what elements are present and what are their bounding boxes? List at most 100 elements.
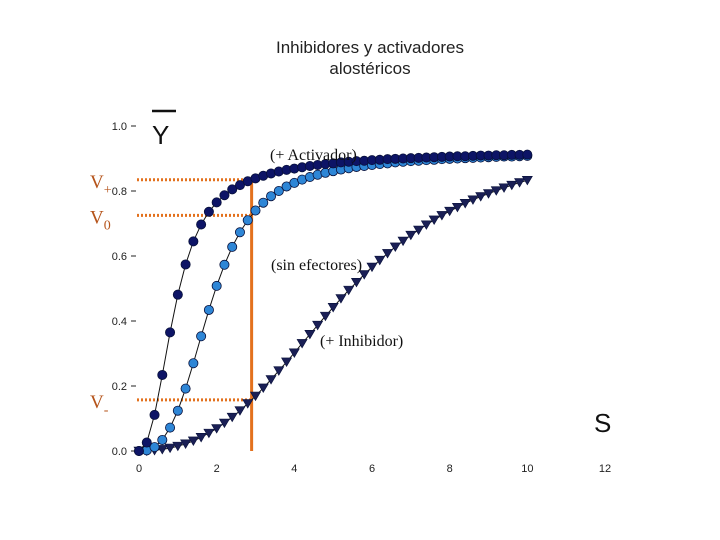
data-point — [234, 180, 245, 191]
data-point — [451, 202, 463, 213]
data-point — [180, 383, 191, 394]
reference-lines: V+ V0 V- — [90, 172, 254, 451]
x-axis-symbol: S — [594, 408, 611, 438]
data-point — [242, 215, 253, 226]
data-point — [234, 227, 245, 238]
data-point — [358, 270, 370, 280]
data-point — [475, 192, 487, 202]
data-point — [420, 220, 432, 230]
data-point — [350, 278, 362, 288]
y-axis-symbol: Y — [152, 120, 169, 150]
y-tick-label: 0.0 — [112, 446, 127, 458]
x-tick-label: 12 — [599, 463, 611, 475]
data-point — [203, 304, 214, 315]
data-point — [242, 399, 254, 409]
data-point — [149, 442, 160, 453]
data-point — [521, 175, 533, 186]
data-point — [165, 327, 176, 338]
annotation-no-effectors: (sin efectores) — [271, 257, 362, 274]
data-point — [180, 439, 192, 449]
data-point — [436, 211, 448, 221]
data-point — [312, 320, 324, 331]
chart-title-line-1: Inhibidores y activadores — [275, 38, 465, 57]
data-point — [413, 225, 425, 236]
series-activator — [133, 149, 533, 456]
series-marks — [133, 149, 533, 457]
data-point — [343, 285, 355, 296]
data-point — [196, 219, 207, 230]
data-point — [482, 189, 495, 199]
data-point — [266, 191, 277, 202]
data-point — [172, 405, 183, 416]
data-point — [157, 369, 168, 380]
data-point — [249, 391, 262, 402]
data-point — [273, 185, 284, 196]
data-point — [273, 366, 285, 376]
data-point — [258, 197, 269, 208]
data-point — [514, 178, 526, 188]
data-point — [133, 445, 144, 456]
data-point — [304, 330, 316, 340]
y-tick-label: 0.6 — [112, 251, 127, 263]
data-point — [257, 383, 269, 394]
series-inhibitor — [133, 175, 533, 457]
reference-label: V0 — [90, 207, 111, 233]
axes: 0 2 4 6 8 10 12 0.0 0.2 0.4 0.6 0.8 1.0 — [112, 121, 611, 475]
data-point — [211, 197, 222, 208]
data-point — [227, 184, 238, 195]
data-point — [444, 206, 456, 217]
data-point — [490, 186, 502, 196]
x-tick-label: 8 — [447, 463, 453, 475]
data-point — [234, 406, 246, 416]
data-point — [195, 433, 207, 443]
data-point — [296, 339, 308, 349]
data-point — [428, 215, 440, 226]
data-point — [164, 443, 176, 454]
data-point — [366, 262, 378, 273]
chart-title-line-2: alostéricos — [329, 59, 411, 78]
data-point — [165, 422, 176, 433]
data-point — [382, 249, 394, 259]
data-point — [389, 242, 401, 252]
data-point — [405, 230, 417, 241]
y-tick-label: 0.8 — [112, 186, 127, 198]
reference-label: V+ — [90, 172, 112, 198]
data-point — [187, 436, 199, 447]
data-point — [180, 259, 191, 270]
reference-label: V- — [90, 392, 109, 418]
x-tick-label: 4 — [291, 463, 297, 475]
data-point — [149, 409, 160, 420]
data-point — [156, 445, 168, 455]
data-point — [203, 428, 215, 439]
data-point — [327, 303, 339, 313]
x-tick-label: 10 — [521, 463, 533, 475]
series-line — [139, 179, 528, 452]
data-point — [498, 183, 510, 193]
data-point — [227, 241, 238, 252]
annotation-activator: (+ Activador) — [270, 147, 357, 164]
data-point — [219, 259, 230, 270]
data-point — [188, 236, 199, 247]
data-point — [203, 206, 214, 217]
data-point — [157, 434, 168, 445]
data-point — [467, 195, 479, 205]
y-tick-label: 1.0 — [112, 121, 127, 133]
data-point — [281, 357, 293, 368]
data-point — [250, 205, 261, 216]
data-point — [319, 311, 331, 322]
x-tick-label: 6 — [369, 463, 375, 475]
data-point — [265, 375, 277, 385]
data-point — [288, 348, 300, 358]
data-point — [226, 412, 238, 423]
data-point — [459, 199, 471, 209]
data-point — [522, 149, 533, 160]
data-point — [172, 289, 183, 300]
data-point — [335, 294, 347, 304]
x-tick-label: 0 — [136, 463, 142, 475]
data-point — [218, 418, 230, 429]
x-tick-label: 2 — [214, 463, 220, 475]
data-point — [211, 280, 222, 291]
data-point — [196, 331, 207, 342]
y-tick-label: 0.2 — [112, 381, 127, 393]
